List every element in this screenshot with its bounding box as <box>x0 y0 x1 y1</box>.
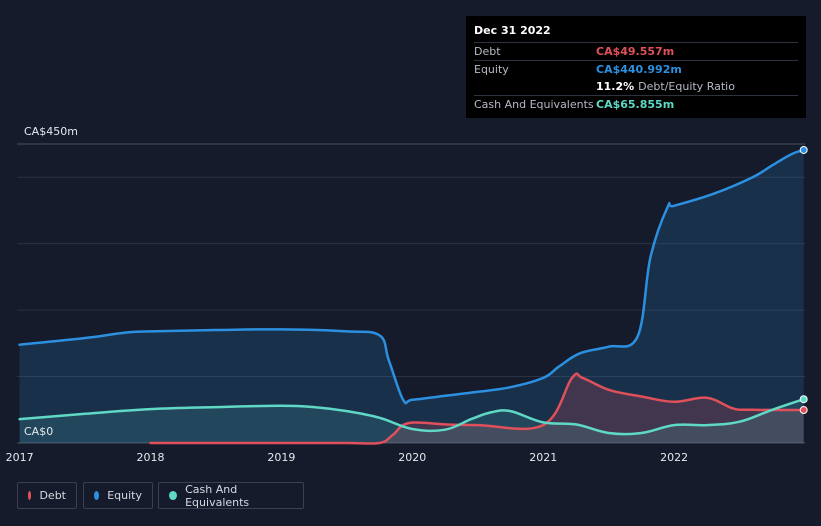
cash-line <box>18 397 805 436</box>
equity-area <box>19 150 804 443</box>
cash-area <box>19 399 804 443</box>
cash-dot-icon <box>169 491 178 500</box>
tooltip-equity-label: Equity <box>474 63 509 76</box>
chart-lines <box>18 148 805 445</box>
x-tick-label: 2018 <box>137 451 165 464</box>
x-axis-ticks: 2017 2018 2019 2020 2021 2022 <box>6 451 688 464</box>
equity-line <box>18 148 805 405</box>
y-axis-min-label: CA$0 <box>24 425 53 438</box>
tooltip-ratio-value: 11.2% <box>596 80 635 93</box>
x-tick-label: 2020 <box>398 451 426 464</box>
x-tick-label: 2019 <box>267 451 295 464</box>
x-tick-label: 2021 <box>529 451 557 464</box>
legend-item-equity[interactable]: Equity <box>83 482 153 509</box>
legend-item-cash[interactable]: Cash And Equivalents <box>158 482 304 509</box>
tooltip-row-equity: Equity CA$440.992m <box>474 60 798 78</box>
equity-dot-icon <box>94 491 100 500</box>
tooltip-cash-label: Cash And Equivalents <box>474 98 594 111</box>
tooltip-date: Dec 31 2022 <box>474 24 551 37</box>
cash-endpoint <box>799 395 808 404</box>
tooltip-row-debt: Debt CA$49.557m <box>474 42 798 60</box>
x-tick-label: 2022 <box>660 451 688 464</box>
debt-area <box>150 373 804 444</box>
tooltip-row-cash: Cash And Equivalents CA$65.855m <box>474 95 798 113</box>
debt-line <box>149 372 805 445</box>
tooltip-debt-value: CA$49.557m <box>596 45 675 58</box>
debt-dot-icon <box>28 491 32 500</box>
tooltip-debt-label: Debt <box>474 45 501 58</box>
tooltip-cash-value: CA$65.855m <box>596 98 675 111</box>
tooltip-row-ratio: 11.2% Debt/Equity Ratio <box>474 78 798 95</box>
data-tooltip: Dec 31 2022 Debt CA$49.557m Equity CA$44… <box>466 16 806 118</box>
chart-areas <box>19 150 804 444</box>
chart-gridlines <box>17 143 805 444</box>
legend-cash-label: Cash And Equivalents <box>185 482 250 509</box>
legend-debt-label: Debt <box>39 489 66 502</box>
chart-endpoints <box>799 145 808 415</box>
equity-endpoint <box>799 145 808 154</box>
x-tick-label: 2017 <box>6 451 34 464</box>
legend-item-debt[interactable]: Debt <box>17 482 77 509</box>
tooltip-equity-value: CA$440.992m <box>596 63 682 76</box>
y-axis-max-label: CA$450m <box>24 125 78 138</box>
tooltip-ratio-label: Debt/Equity Ratio <box>638 80 735 93</box>
legend-equity-label: Equity <box>107 489 142 502</box>
debt-endpoint <box>799 406 808 415</box>
